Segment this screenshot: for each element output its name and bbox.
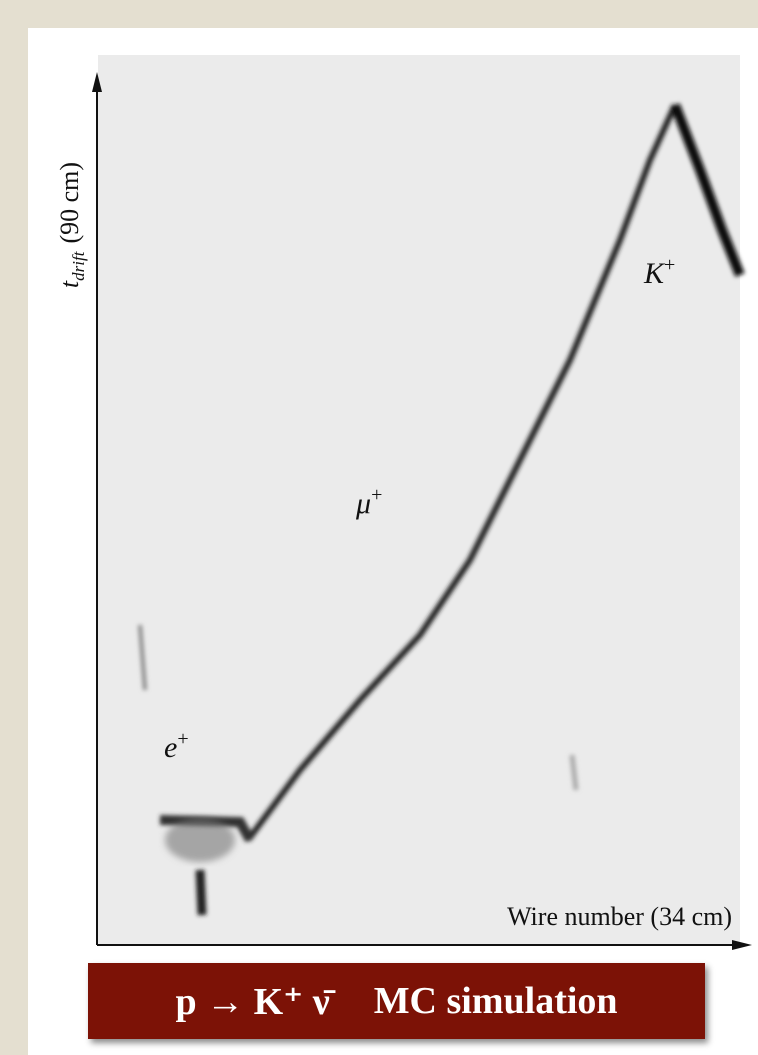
y-label-unit: (90 cm): [55, 162, 84, 244]
y-axis-label: tdrift(90 cm): [55, 162, 88, 288]
caption-process: p → K⁺ ν̄: [175, 978, 329, 1024]
caption-note: MC simulation: [374, 979, 618, 1023]
x-axis-label: Wire number (34 cm): [507, 902, 732, 931]
symbol: K: [643, 257, 666, 290]
symbol: μ: [355, 487, 371, 520]
slide: tdrift(90 cm) Wire number (34 cm) K+ μ+ …: [0, 0, 758, 1055]
charge: +: [664, 254, 675, 276]
charge: +: [371, 484, 382, 506]
symbol: e: [164, 731, 177, 764]
plot-area: [98, 55, 740, 945]
caption: p → K⁺ ν̄ MC simulation: [88, 963, 705, 1039]
event-display: tdrift(90 cm) Wire number (34 cm) K+ μ+ …: [0, 0, 758, 1055]
charge: +: [177, 728, 188, 750]
x-arrow: [732, 940, 752, 950]
y-label-sub: drift: [69, 250, 88, 281]
